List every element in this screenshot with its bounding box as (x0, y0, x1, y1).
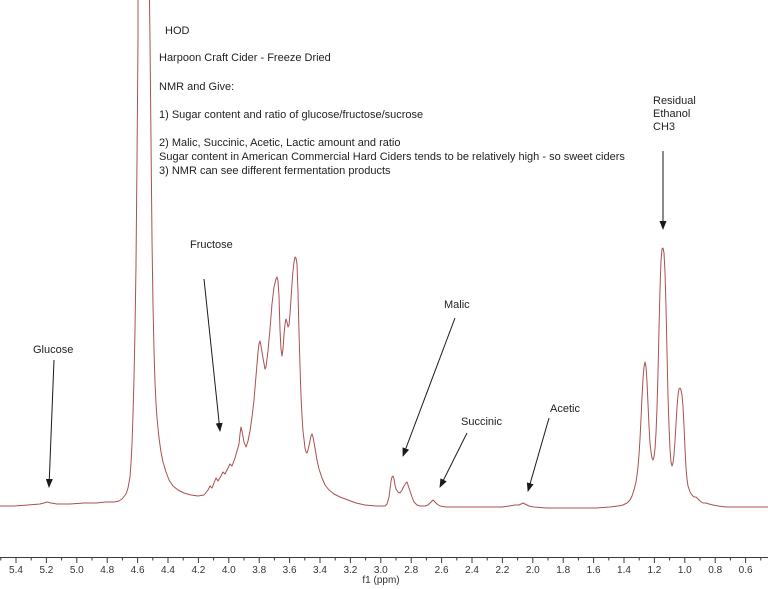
x-axis-tick-label: 1.0 (678, 565, 692, 576)
x-axis-tick-label: 5.0 (70, 565, 84, 576)
x-axis-tick-label: 5.2 (39, 565, 53, 576)
x-axis-tick-label: 0.8 (708, 565, 722, 576)
x-axis-tick-label: 3.0 (374, 565, 388, 576)
x-axis-tick-label: 0.6 (739, 565, 753, 576)
note-item-1: 1) Sugar content and ratio of glucose/fr… (159, 109, 424, 121)
x-axis-tick-label: 1.4 (617, 565, 631, 576)
x-axis-title: f1 (ppm) (362, 575, 399, 586)
sugar-content-note: Sugar content in American Commercial Har… (159, 151, 625, 163)
x-axis-tick-label: 1.6 (587, 565, 601, 576)
annotation-arrow-5 (526, 417, 550, 492)
x-axis-tick-label: 3.6 (283, 565, 297, 576)
peak-annotation-label-2: Fructose (190, 239, 233, 251)
notes-heading: NMR and Give: (159, 81, 235, 93)
x-axis-tick-label: 2.0 (526, 565, 540, 576)
x-axis-tick-label: 2.8 (404, 565, 418, 576)
x-axis-tick-label: 4.8 (100, 565, 114, 576)
peak-annotation-label-3: Malic (444, 299, 470, 311)
x-axis-tick-label: 1.2 (647, 565, 661, 576)
sample-title: Harpoon Craft Cider - Freeze Dried (159, 52, 331, 64)
x-axis-tick-label: 3.2 (343, 565, 357, 576)
x-axis-tick-label: 4.0 (222, 565, 236, 576)
peak-annotation-label-5: Acetic (550, 403, 580, 415)
peak-annotation-label-6: Residual Ethanol CH3 (653, 95, 696, 133)
x-axis-tick-label: 2.6 (435, 565, 449, 576)
peak-annotation-label-1: Glucose (33, 344, 74, 356)
annotation-arrow-2 (203, 278, 223, 432)
x-axis-tick-label: 5.4 (9, 565, 23, 576)
peak-annotation-label-4: Succinic (461, 416, 502, 428)
note-item-2: 2) Malic, Succinic, Acetic, Lactic amoun… (159, 137, 401, 149)
hod-peak-label: HOD (165, 25, 190, 37)
notes-list: 1) Sugar content and ratio of glucose/fr… (159, 94, 423, 192)
note-item-3: 3) NMR can see different fermentation pr… (159, 165, 391, 177)
x-axis-tick-label: 3.8 (252, 565, 266, 576)
annotation-arrow-3 (402, 317, 456, 457)
x-axis-tick-label: 2.4 (465, 565, 479, 576)
x-axis-tick-label: 4.4 (161, 565, 175, 576)
annotation-arrow-4 (439, 432, 468, 488)
x-axis-tick-label: 3.4 (313, 565, 327, 576)
x-axis-tick-label: 2.2 (495, 565, 509, 576)
x-axis-tick-label: 4.6 (131, 565, 145, 576)
spectrum-curve (0, 0, 768, 509)
annotation-arrow-1 (45, 359, 55, 488)
x-axis-tick-label: 1.8 (556, 565, 570, 576)
x-axis-tick-label: 4.2 (191, 565, 205, 576)
